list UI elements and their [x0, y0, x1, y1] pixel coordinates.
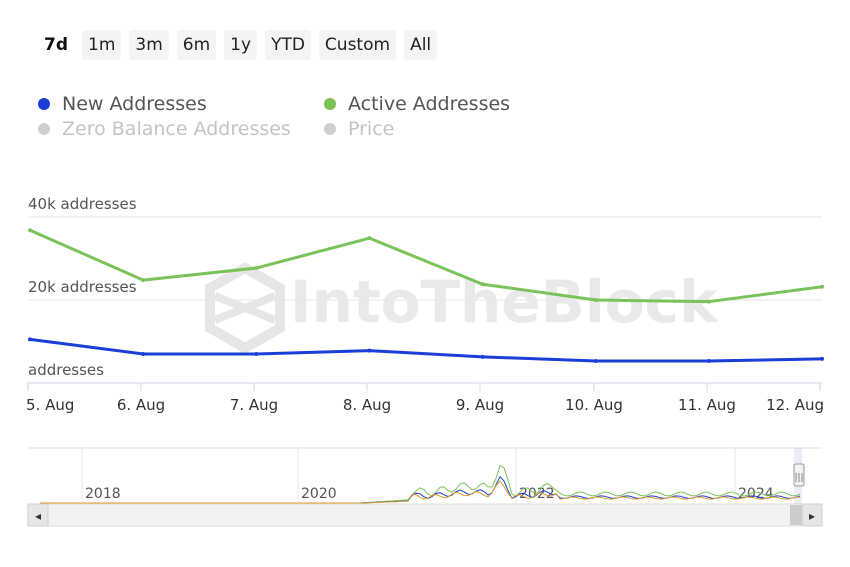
- x-tick-label: 12. Aug: [766, 396, 824, 414]
- data-point[interactable]: [254, 351, 259, 356]
- x-tick-label: 10. Aug: [565, 396, 623, 414]
- range-button-ytd[interactable]: YTD: [265, 30, 311, 60]
- navigator-year-label: 2018: [85, 486, 121, 502]
- series-line-active-addresses: [29, 228, 823, 304]
- legend-label: Active Addresses: [348, 93, 511, 115]
- legend-label: Price: [348, 118, 395, 140]
- legend-item-active-addresses[interactable]: Active Addresses: [324, 93, 510, 115]
- legend-item-new-addresses[interactable]: New Addresses: [38, 93, 207, 115]
- data-point[interactable]: [367, 348, 372, 353]
- data-point[interactable]: [706, 359, 711, 364]
- range-button-7d[interactable]: 7d: [38, 30, 74, 60]
- legend-dot-icon: [38, 123, 50, 135]
- x-tick-label: 9. Aug: [456, 396, 504, 414]
- scroll-left-button[interactable]: [27, 503, 49, 527]
- series-line-new-addresses: [29, 337, 823, 363]
- legend-dot-icon: [38, 98, 50, 110]
- navigator-series-price: [40, 480, 801, 504]
- data-point[interactable]: [141, 351, 146, 356]
- watermark-logo-icon: [205, 262, 285, 354]
- y-tick-label: 20k addresses: [28, 278, 137, 296]
- x-tick-label: 6. Aug: [117, 396, 165, 414]
- data-point[interactable]: [367, 236, 372, 241]
- legend-label: New Addresses: [62, 93, 207, 115]
- scrollbar-thumb[interactable]: [790, 505, 802, 525]
- data-point[interactable]: [820, 356, 824, 361]
- range-selector: 7d 1m 3m 6m 1y YTD Custom All: [38, 30, 438, 60]
- data-point[interactable]: [706, 299, 711, 304]
- navigator[interactable]: 2018 2020 2022 2024|||◂ ▸: [27, 447, 823, 527]
- range-button-custom[interactable]: Custom: [318, 30, 397, 60]
- scrollbar-track[interactable]: [27, 503, 823, 527]
- range-button-1m[interactable]: 1m: [82, 30, 122, 60]
- legend-item-zero-balance-addresses[interactable]: Zero Balance Addresses: [38, 118, 291, 140]
- legend-label: Zero Balance Addresses: [62, 118, 291, 140]
- x-tick-label: 8. Aug: [343, 396, 391, 414]
- data-point[interactable]: [254, 266, 259, 271]
- data-point[interactable]: [593, 359, 598, 364]
- chevron-left-icon: ◂: [35, 509, 41, 523]
- scroll-right-button[interactable]: [801, 503, 823, 527]
- data-point[interactable]: [28, 337, 32, 342]
- range-button-3m[interactable]: 3m: [129, 30, 169, 60]
- range-button-1y[interactable]: 1y: [224, 30, 258, 60]
- y-tick-label: 40k addresses: [28, 195, 137, 213]
- legend-dot-icon: [324, 123, 336, 135]
- x-tick-label: 5. Aug: [26, 396, 74, 414]
- x-tick-label: 11. Aug: [678, 396, 736, 414]
- chevron-right-icon: ▸: [809, 509, 815, 523]
- data-point[interactable]: [480, 354, 485, 359]
- navigator-year-label: 2020: [301, 486, 337, 502]
- data-point[interactable]: [593, 298, 598, 302]
- range-button-all[interactable]: All: [404, 30, 438, 60]
- data-point[interactable]: [28, 228, 32, 233]
- legend-dot-icon: [324, 98, 336, 110]
- x-tick-label: 7. Aug: [230, 396, 278, 414]
- navigator-handle-grip-icon: |||: [794, 473, 803, 483]
- data-point[interactable]: [480, 282, 485, 287]
- navigator-year-label: 2024: [738, 486, 774, 502]
- data-point[interactable]: [141, 278, 146, 283]
- range-button-6m[interactable]: 6m: [176, 30, 217, 60]
- y-tick-label: addresses: [28, 361, 104, 379]
- data-point[interactable]: [820, 284, 824, 289]
- navigator-handle[interactable]: [793, 463, 805, 487]
- legend-item-price[interactable]: Price: [324, 118, 394, 140]
